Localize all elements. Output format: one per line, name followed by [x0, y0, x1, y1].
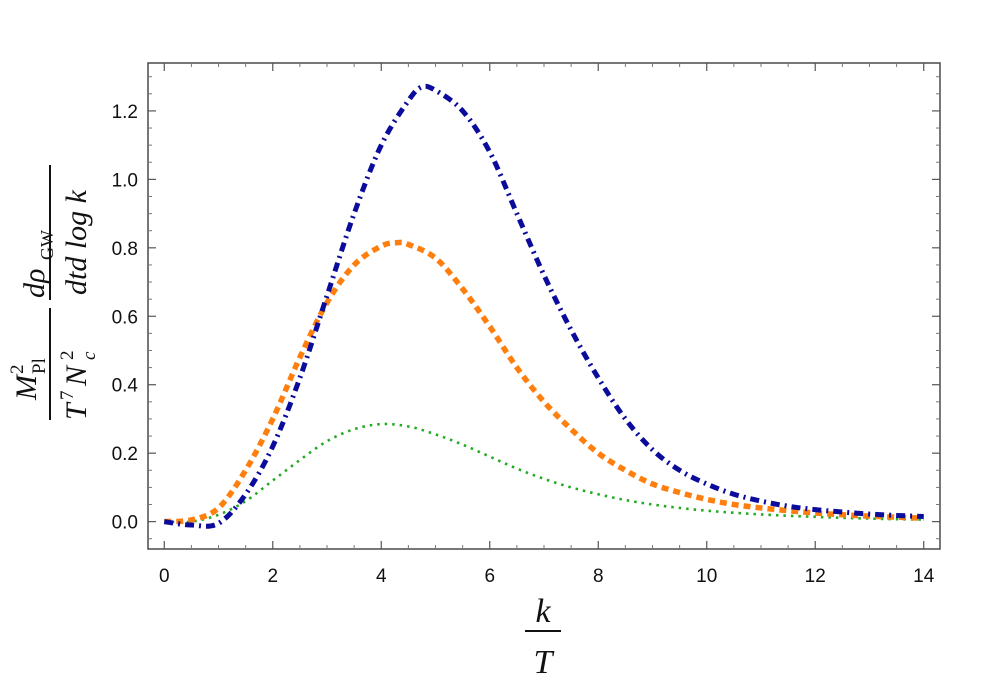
- x-axis-label: k T: [525, 593, 561, 681]
- x-tick-label: 6: [484, 566, 495, 587]
- x-tick-label: 2: [267, 566, 278, 587]
- y-tick-label: 0.8: [112, 239, 138, 260]
- series-line-dash-dot: [163, 83, 924, 529]
- x-axis-label-numerator: k: [535, 593, 551, 630]
- y-tick-label: 0.0: [112, 513, 138, 534]
- series-line-dotted: [164, 422, 924, 524]
- y-tick-label: 0.2: [112, 444, 138, 465]
- x-tick-label: 8: [593, 566, 604, 587]
- y-label-T-sup: 7: [57, 391, 78, 401]
- y-label-dtdlogk: dtd log k: [60, 189, 93, 295]
- x-tick-label: 12: [805, 566, 826, 587]
- plot-frame: [147, 62, 941, 550]
- y-label-N-sub: c: [79, 351, 100, 360]
- y-tick-label: 1.2: [112, 102, 138, 123]
- series-layer: [163, 83, 924, 529]
- y-label-M-sub: Pl: [29, 358, 50, 374]
- y-label-M: M: [10, 373, 43, 401]
- x-tick-label: 4: [376, 566, 387, 587]
- y-tick-label: 1.0: [112, 170, 138, 191]
- y-label-T: T: [60, 401, 93, 420]
- x-tick-label: 14: [913, 566, 935, 587]
- y-label-N-sup: 2: [57, 351, 78, 361]
- x-tick-label: 10: [696, 566, 717, 587]
- axes-layer: 0 2 4 6 8 10 12 14 0.0 0.2 0.4 0.6 0.8 1.0 1.2: [112, 62, 941, 587]
- y-label-M-sup: 2: [7, 365, 28, 375]
- x-axis-label-denominator: T: [534, 644, 555, 679]
- y-label-drho-sub: GW: [37, 230, 57, 260]
- y-label-N: N: [60, 364, 93, 387]
- y-tick-label: 0.6: [112, 307, 138, 328]
- y-axis-label: M 2 Pl T 7 N 2 c dρ GW dtd log k: [7, 165, 100, 420]
- x-tick-label: 0: [159, 566, 170, 587]
- y-label-drho: dρ: [18, 269, 51, 298]
- series-line-dashed: [164, 239, 924, 525]
- y-tick-label: 0.4: [112, 376, 139, 397]
